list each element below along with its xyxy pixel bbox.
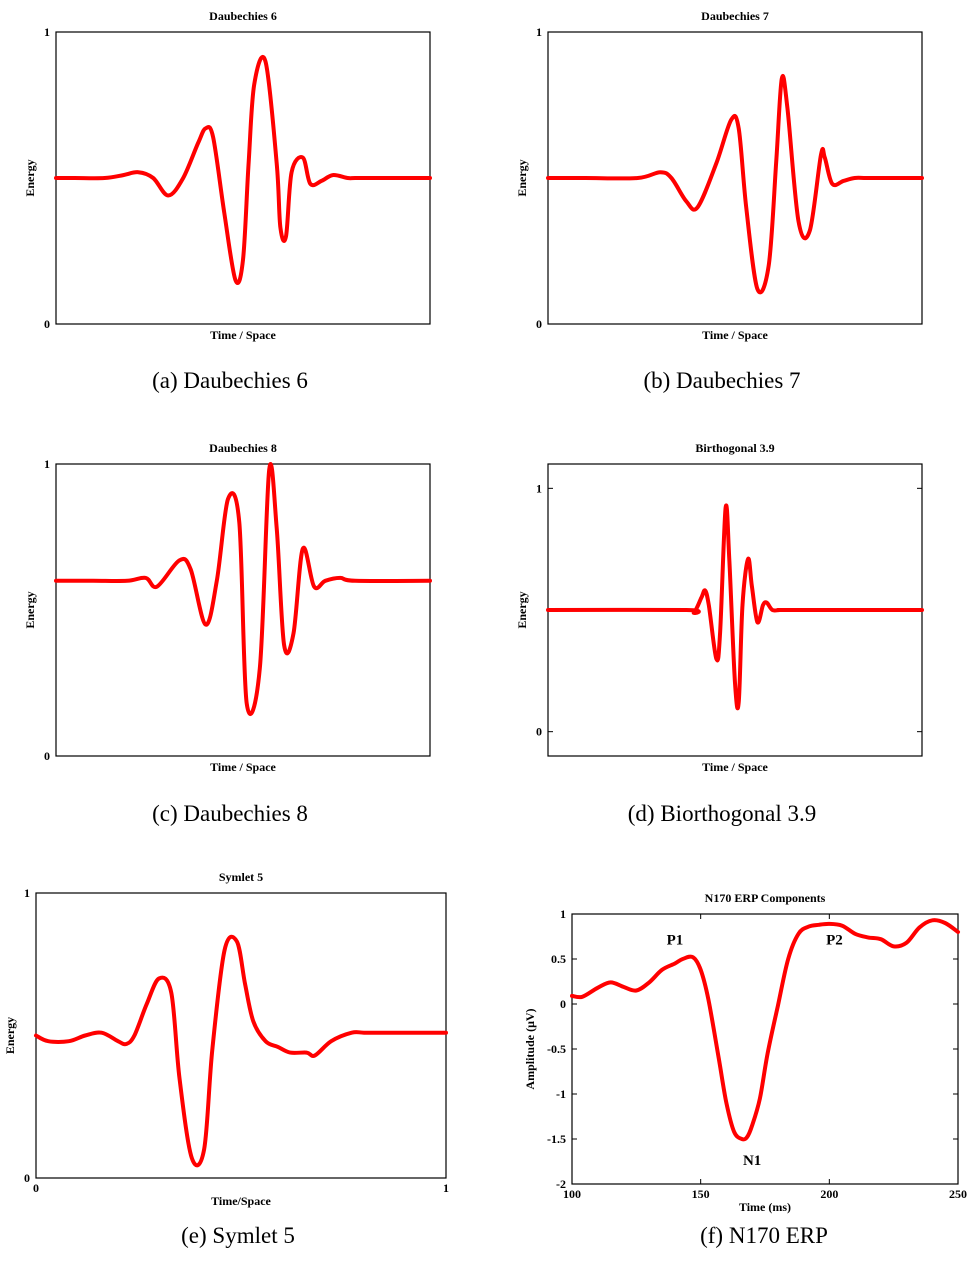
y-tick-label: 1 xyxy=(44,457,50,471)
panel-caption: (d) Biorthogonal 3.9 xyxy=(628,801,816,826)
panel-2: Daubechies 7 0 1 Time / Space Energy (b) Daub… xyxy=(515,9,924,393)
y-tick-label: 1 xyxy=(536,481,542,495)
panel-4: Birthogonal 3.9 0 1 Time / Space Energy (d) B… xyxy=(515,441,924,826)
plot-frame xyxy=(55,463,431,757)
y-tick-label: 1 xyxy=(560,907,566,921)
x-axis-label: Time/Space xyxy=(211,1194,271,1208)
x-axis-label: Time / Space xyxy=(702,328,768,342)
y-tick-label: -1.5 xyxy=(547,1132,566,1146)
panel-caption: (f) N170 ERP xyxy=(700,1223,828,1248)
chart-title: Birthogonal 3.9 xyxy=(695,441,774,455)
panel-1: Daubechies 6 0 1 Time / Space Energy (a) Daub… xyxy=(23,9,432,393)
y-tick-label: 0 xyxy=(44,749,50,763)
y-tick-label: 1 xyxy=(536,25,542,39)
y-axis-label: Energy xyxy=(23,591,37,628)
x-tick-label: 250 xyxy=(949,1187,967,1201)
x-tick-label: 1 xyxy=(443,1181,449,1195)
panel-caption: (b) Daubechies 7 xyxy=(643,368,800,393)
x-axis-label: Time / Space xyxy=(210,760,276,774)
y-tick-label: 0 xyxy=(24,1171,30,1185)
series-line xyxy=(34,934,448,1168)
y-tick-label: 1 xyxy=(24,886,30,900)
y-tick-label: 0 xyxy=(44,317,50,331)
y-tick-label: 0 xyxy=(536,317,542,331)
panel-caption: (e) Symlet 5 xyxy=(181,1223,295,1248)
x-axis-label: Time / Space xyxy=(210,328,276,342)
x-tick-label: 100 xyxy=(563,1187,581,1201)
chart-title: Daubechies 7 xyxy=(701,9,769,23)
y-tick-label: -1 xyxy=(556,1087,566,1101)
panel-caption: (a) Daubechies 6 xyxy=(152,368,308,393)
panel-5: Symlet 5 0 1 0 1 Time/Space Energy (e) Symlet 5 xyxy=(3,870,449,1248)
y-tick-label: 0 xyxy=(560,997,566,1011)
panel-caption: (c) Daubechies 8 xyxy=(152,801,308,826)
series-line xyxy=(54,54,432,286)
series-line xyxy=(546,74,924,295)
x-tick-label: 200 xyxy=(820,1187,838,1201)
series-line xyxy=(570,918,960,1142)
y-axis-label: Energy xyxy=(515,159,529,196)
panel-3: Daubechies 8 0 1 Time / Space Energy (c) Daub… xyxy=(23,441,432,826)
series-line xyxy=(54,462,432,716)
y-tick-label: -2 xyxy=(556,1177,566,1191)
x-axis-label: Time (ms) xyxy=(739,1200,791,1214)
x-tick-label: 150 xyxy=(692,1187,710,1201)
plot-frame xyxy=(571,913,959,1185)
y-tick-label: -0.5 xyxy=(547,1042,566,1056)
y-axis-label: Energy xyxy=(23,159,37,196)
y-axis-label: Energy xyxy=(3,1017,17,1054)
chart-title: Symlet 5 xyxy=(219,870,263,884)
y-tick-label: 0.5 xyxy=(551,952,566,966)
series-line xyxy=(546,503,924,711)
y-axis-label: Amplitude (μV) xyxy=(523,1008,537,1089)
y-axis-label: Energy xyxy=(515,591,529,628)
y-tick-label: 1 xyxy=(44,25,50,39)
x-axis-label: Time / Space xyxy=(702,760,768,774)
chart-title: N170 ERP Components xyxy=(705,891,826,905)
annotation-n1: N1 xyxy=(743,1153,761,1169)
y-tick-label: 0 xyxy=(536,725,542,739)
annotation-p2: P2 xyxy=(826,933,843,949)
chart-title: Daubechies 6 xyxy=(209,9,277,23)
chart-title: Daubechies 8 xyxy=(209,441,277,455)
plot-frame xyxy=(35,892,447,1179)
annotation-p1: P1 xyxy=(667,933,684,949)
x-tick-label: 0 xyxy=(33,1181,39,1195)
